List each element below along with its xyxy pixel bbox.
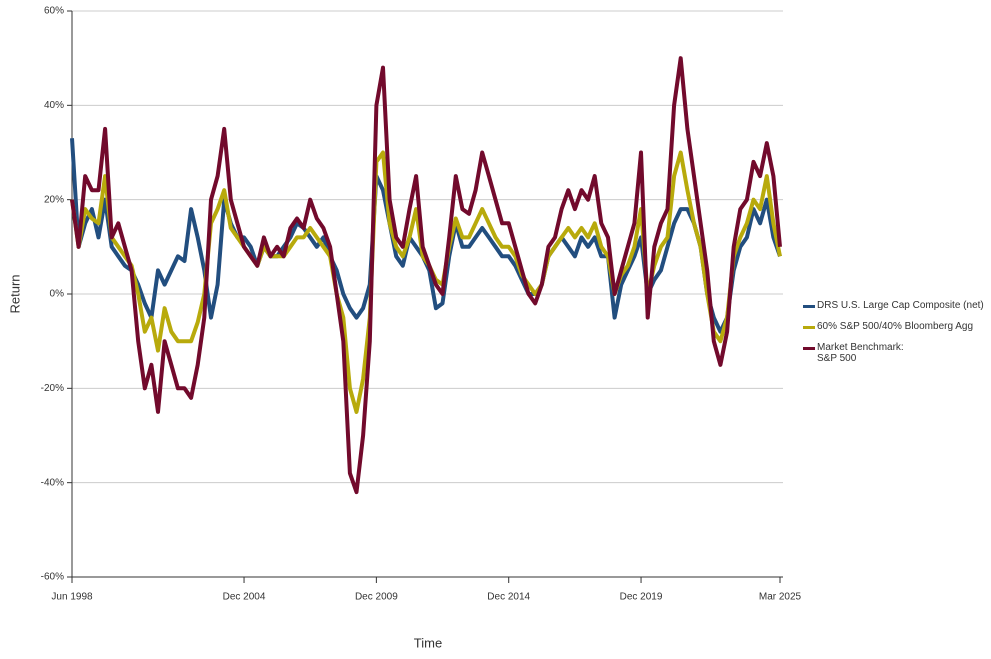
series-line [70,138,782,334]
legend-swatch [803,347,815,350]
y-tick-label: 40% [44,100,64,111]
x-tick-label: Dec 2019 [620,592,663,603]
legend-item: Market Benchmark: S&P 500 [803,342,988,364]
y-axis-title: Return [7,274,22,313]
legend-label: DRS U.S. Large Cap Composite (net) [817,300,984,311]
legend-swatch [803,305,815,308]
series-line [70,150,782,414]
y-tick-label: -60% [41,572,64,583]
y-tick-label: -40% [41,477,64,488]
y-tick-label: 0% [50,289,65,300]
y-tick-label: 20% [44,194,64,205]
series-line [70,56,782,495]
legend-item: 60% S&P 500/40% Bloomberg Agg [803,321,988,332]
legend-label: Market Benchmark: S&P 500 [817,342,904,364]
x-tick-label: Mar 2025 [759,592,802,603]
x-axis-title: Time [414,635,442,650]
legend-label: 60% S&P 500/40% Bloomberg Agg [817,321,974,332]
x-tick-label: Jun 1998 [51,592,93,603]
y-tick-label: -20% [41,383,64,394]
x-tick-label: Dec 2009 [355,592,398,603]
legend-swatch [803,326,815,329]
legend-item: DRS U.S. Large Cap Composite (net) [803,300,988,311]
legend: DRS U.S. Large Cap Composite (net) 60% S&… [803,300,988,374]
x-tick-label: Dec 2014 [487,592,530,603]
x-tick-label: Dec 2004 [223,592,266,603]
y-tick-label: 60% [44,6,64,17]
